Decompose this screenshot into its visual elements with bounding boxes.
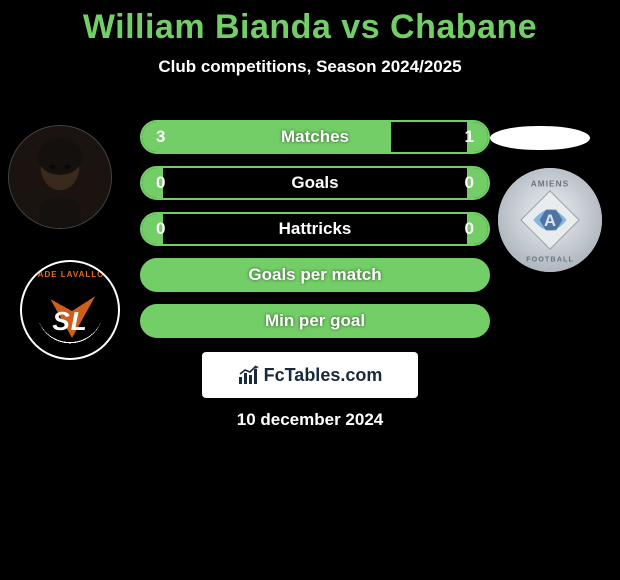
stat-bars: 31Matches 00Goals 00Hattricks Goals per mat…: [140, 120, 490, 350]
comparison-card: William Bianda vs Chabane Club competiti…: [0, 0, 620, 580]
player-placeholder-right: [490, 126, 590, 150]
svg-text:FOOTBALL: FOOTBALL: [526, 255, 574, 264]
badge-text-center: SL: [22, 306, 118, 337]
stat-row: Goals per match: [140, 258, 490, 292]
stat-label: Min per goal: [142, 306, 488, 336]
stat-label: Goals: [142, 168, 488, 198]
chart-icon: [238, 365, 260, 385]
date-text: 10 december 2024: [0, 410, 620, 430]
stat-row: Min per goal: [140, 304, 490, 338]
stat-label: Goals per match: [142, 260, 488, 290]
club-badge-left: STADE LAVALLOIS SL: [20, 260, 120, 360]
subtitle: Club competitions, Season 2024/2025: [0, 57, 620, 77]
svg-text:AMIENS: AMIENS: [531, 179, 570, 189]
page-title: William Bianda vs Chabane: [0, 0, 620, 47]
stat-label: Matches: [142, 122, 488, 152]
badge-text-top: STADE LAVALLOIS: [22, 270, 118, 279]
stat-row: 00Goals: [140, 166, 490, 200]
svg-text:A: A: [544, 211, 556, 230]
player-photo-left: [8, 125, 112, 229]
stat-row: 00Hattricks: [140, 212, 490, 246]
stat-row: 31Matches: [140, 120, 490, 154]
logo-text: FcTables.com: [264, 365, 383, 386]
fctables-logo: FcTables.com: [202, 352, 418, 398]
stat-label: Hattricks: [142, 214, 488, 244]
club-badge-right: AMIENS FOOTBALL A: [498, 168, 602, 272]
